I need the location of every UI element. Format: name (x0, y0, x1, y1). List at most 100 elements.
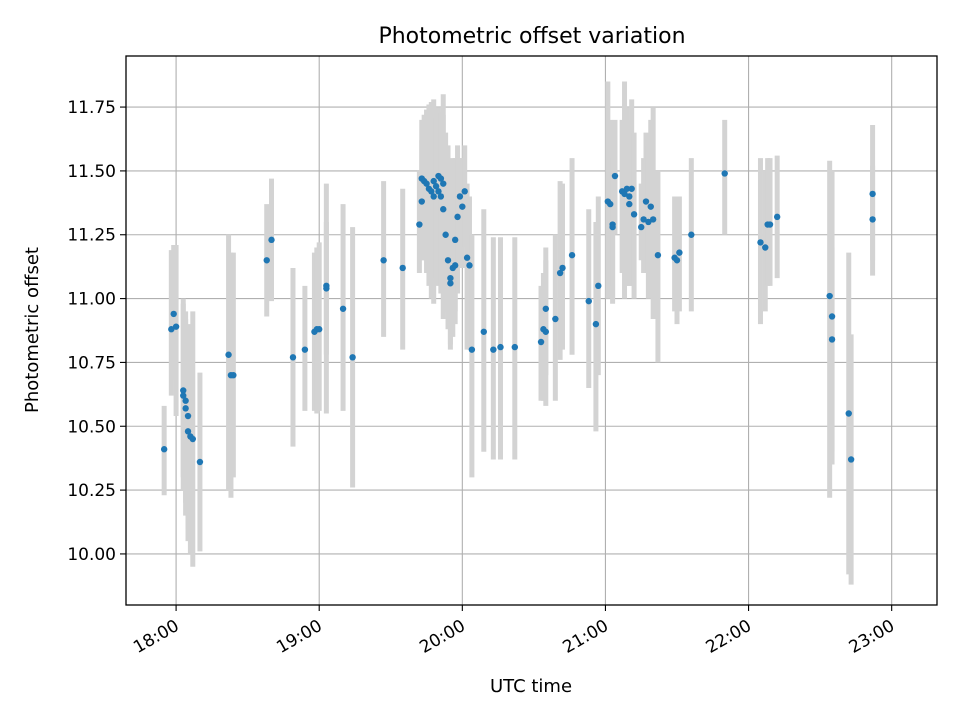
data-point (721, 170, 728, 177)
data-point (451, 262, 459, 269)
data-point (432, 183, 440, 190)
data-point (607, 200, 614, 208)
x-axis-ticks: 18:00 19:00 20:00 21:00 22:00 23:00 (130, 605, 898, 658)
data-point (184, 428, 192, 435)
data-point (847, 456, 855, 463)
data-point (339, 305, 347, 312)
data-point (626, 200, 633, 208)
y-tick-label: 10.50 (67, 417, 116, 437)
data-point (869, 216, 876, 223)
data-point (537, 338, 545, 346)
data-point (559, 264, 566, 272)
grid-lines (126, 56, 937, 605)
data-point (428, 188, 435, 195)
x-tick-label: 18:00 (130, 616, 182, 658)
data-point (621, 190, 628, 198)
data-point (444, 257, 452, 264)
y-tick-label: 11.00 (67, 290, 116, 310)
x-tick-label: 20:00 (416, 616, 468, 658)
data-point (649, 216, 657, 223)
data-point (556, 269, 564, 277)
y-tick-label: 10.00 (67, 545, 116, 565)
data-point (647, 203, 654, 210)
data-point (182, 405, 189, 412)
data-point (454, 213, 461, 221)
data-point (623, 185, 631, 192)
y-axis-ticks: 10.00 10.25 10.50 10.75 11.00 11.25 11.50 11.75 (67, 98, 126, 565)
data-point (688, 231, 695, 238)
data-point (430, 193, 437, 200)
x-tick-label: 23:00 (846, 616, 898, 658)
data-point (440, 206, 447, 213)
data-point (435, 188, 442, 195)
data-point (609, 223, 616, 231)
data-point (628, 185, 635, 192)
data-point (230, 371, 237, 379)
x-tick-label: 19:00 (273, 616, 325, 658)
data-point (189, 435, 196, 443)
data-point (423, 180, 430, 187)
data-point (762, 244, 769, 251)
y-tick-label: 10.75 (67, 353, 116, 373)
data-point (468, 346, 476, 353)
data-point (263, 257, 270, 264)
y-tick-label: 11.75 (67, 98, 116, 118)
plot-frame (125, 55, 938, 606)
data-point (511, 343, 519, 351)
data-point (442, 231, 449, 238)
data-point (399, 264, 406, 272)
data-point (757, 239, 764, 246)
data-point (447, 274, 454, 282)
data-point (451, 236, 459, 244)
data-point (301, 346, 309, 353)
error-bars (161, 81, 876, 585)
data-point (828, 336, 836, 343)
data-point (168, 326, 175, 333)
data-point (568, 251, 576, 259)
y-tick-label: 11.50 (67, 162, 116, 182)
data-point (316, 326, 323, 333)
data-point (430, 177, 437, 185)
data-point (585, 297, 592, 305)
data-point (447, 280, 454, 287)
data-point (640, 216, 647, 223)
data-point (459, 203, 466, 210)
data-point (437, 175, 445, 182)
data-point (349, 354, 356, 361)
x-axis-label: UTC time (490, 676, 572, 697)
data-point (642, 198, 650, 205)
data-point (466, 262, 473, 269)
x-tick-label: 22:00 (703, 616, 755, 658)
data-point (645, 218, 652, 226)
data-point (182, 397, 189, 404)
data-point (170, 310, 177, 318)
data-point (180, 387, 187, 394)
data-point (225, 351, 232, 358)
data-point (766, 221, 774, 228)
y-axis-label: Photometric offset (22, 247, 43, 413)
data-points (160, 170, 876, 466)
data-point (845, 410, 852, 417)
y-tick-label: 11.25 (67, 226, 116, 246)
data-point (676, 249, 683, 256)
data-point (638, 223, 645, 231)
data-point (497, 343, 504, 351)
data-point (289, 354, 297, 361)
y-tick-label: 10.25 (67, 481, 116, 501)
data-point (490, 346, 497, 353)
data-point (268, 236, 275, 244)
data-point (196, 458, 204, 466)
data-point (630, 211, 638, 218)
data-point (416, 221, 423, 228)
data-point (480, 328, 487, 335)
data-point (418, 198, 425, 205)
data-point (626, 193, 633, 200)
data-point (673, 257, 681, 264)
data-point (595, 282, 602, 290)
data-point (869, 190, 876, 198)
data-point (180, 392, 187, 399)
data-point (440, 180, 447, 187)
data-point (773, 213, 781, 221)
data-point (160, 446, 168, 453)
